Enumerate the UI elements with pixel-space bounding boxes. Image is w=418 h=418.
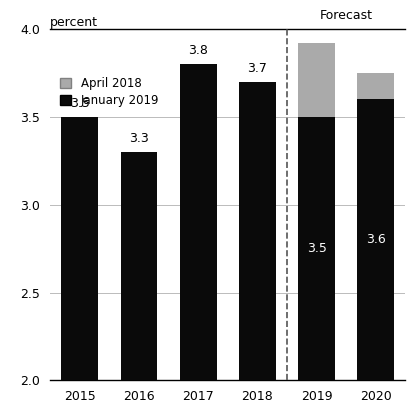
Text: 3.5: 3.5	[70, 97, 90, 110]
Text: 3.6: 3.6	[366, 233, 386, 247]
Bar	[357, 99, 394, 380]
Legend: April 2018, January 2019: April 2018, January 2019	[60, 77, 159, 107]
Bar	[180, 64, 217, 380]
Bar	[121, 152, 157, 380]
Text: percent: percent	[50, 16, 98, 29]
Bar	[298, 43, 335, 117]
Bar	[298, 117, 335, 380]
Text: Forecast: Forecast	[320, 9, 373, 22]
Bar	[61, 117, 98, 380]
Text: 3.7: 3.7	[247, 62, 268, 75]
Text: 3.8: 3.8	[188, 44, 208, 57]
Text: 3.3: 3.3	[129, 132, 149, 145]
Bar	[357, 73, 394, 99]
Text: 3.5: 3.5	[307, 242, 326, 255]
Bar	[239, 82, 276, 380]
